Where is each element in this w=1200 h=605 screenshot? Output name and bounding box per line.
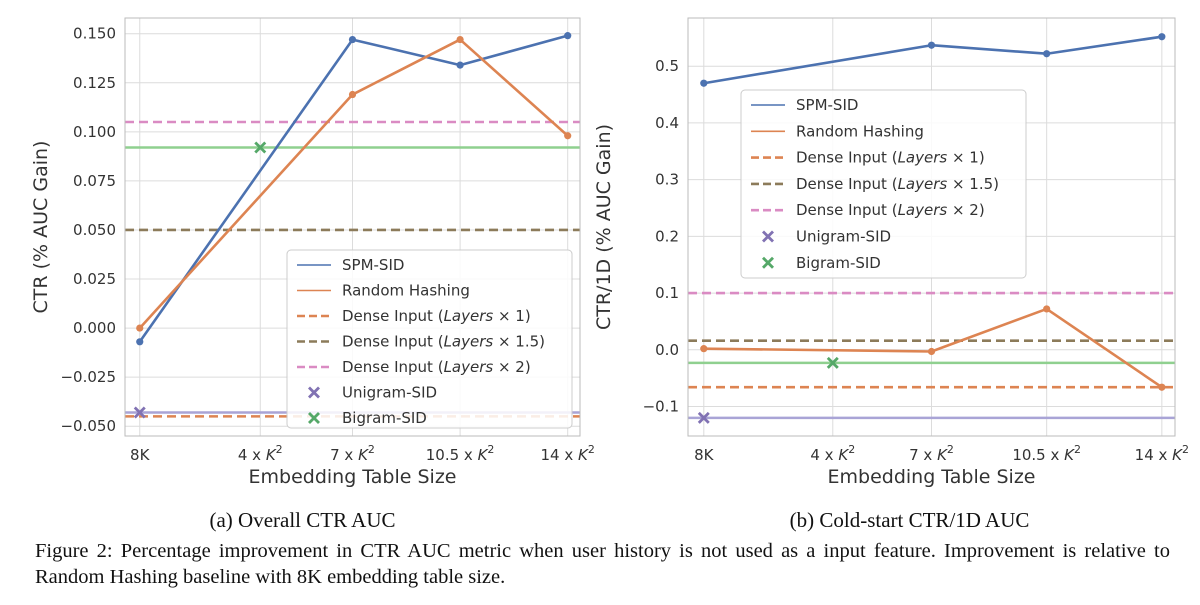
y-tick-label: 0.150 <box>73 25 116 43</box>
legend-swatch <box>762 230 774 243</box>
spm-point <box>456 61 464 69</box>
spm-point <box>136 338 144 346</box>
legend-label: Bigram-SID <box>796 254 881 272</box>
bigram-marker <box>826 356 839 369</box>
spm-point <box>348 35 357 44</box>
x-tick-label: 14 x K2 <box>541 443 595 464</box>
y-tick-label: 0.100 <box>73 123 116 141</box>
plot-frame <box>687 17 1176 437</box>
plot-frame <box>124 17 581 437</box>
unigram-marker <box>133 406 146 419</box>
spm-series-line <box>703 35 1163 85</box>
chart-panel-1: 0.150 0.125 0.100 0.075 0.050 0.025 0.000 −0.02… <box>30 17 595 532</box>
y-tick-label: 0.025 <box>73 270 116 288</box>
x-tick-label: 4 x K2 <box>238 443 283 464</box>
y-tick-label: 0.0 <box>655 341 679 359</box>
y-axis-label: CTR/1D (% AUC Gain) <box>593 124 615 330</box>
y-axis-label: CTR (% AUC Gain) <box>30 141 52 314</box>
x-axis-label: Embedding Table Size <box>828 466 1036 488</box>
spm-point <box>564 32 572 40</box>
subfigure-caption: (b) Cold-start CTR/1D AUC <box>790 508 1030 532</box>
legend-label: Random Hashing <box>796 122 924 140</box>
legend-swatch <box>308 412 320 424</box>
y-tick-label: −0.025 <box>60 368 116 386</box>
figure-caption: Figure 2: Percentage improvement in CTR … <box>35 540 1170 588</box>
spm-point <box>927 41 936 49</box>
legend-label: Bigram-SID <box>342 409 427 427</box>
random-point <box>564 132 572 140</box>
random-point <box>1158 383 1166 391</box>
random-point <box>700 345 708 353</box>
random-series-line <box>138 38 569 329</box>
y-tick-label: −0.1 <box>643 398 679 416</box>
x-tick-label: 10.5 x K2 <box>426 443 495 464</box>
x-tick-label: 10.5 x K2 <box>1012 443 1081 464</box>
subfigure-caption: (a) Overall CTR AUC <box>209 508 395 532</box>
legend-swatch <box>762 256 774 269</box>
random-point <box>927 347 936 356</box>
legend-label: Random Hashing <box>342 282 470 300</box>
random-point <box>456 35 464 44</box>
spm-series-line <box>138 34 569 343</box>
legend: SPM-SID Random Hashing Dense Input (Layers… <box>286 249 573 429</box>
legend-label: Dense Input (Layers × 1) <box>342 307 531 325</box>
random-point <box>1043 305 1051 313</box>
legend-label: SPM-SID <box>796 96 858 114</box>
legend-box <box>286 249 573 429</box>
y-tick-label: 0.3 <box>655 171 679 189</box>
legend-label: SPM-SID <box>342 256 404 274</box>
legend-label: Dense Input (Layers × 2) <box>342 358 531 376</box>
y-tick-label: 0.1 <box>655 284 679 302</box>
plot-area <box>688 33 1175 420</box>
legend-label: Dense Input (Layers × 1.5) <box>342 333 545 351</box>
x-tick-label: 8K <box>694 446 715 464</box>
random-point <box>348 90 357 99</box>
chart-panel-2: 0.5 0.4 0.3 0.2 0.1 0.0 −0.1 8K 4 x K2 7 x K2 10.5… <box>593 17 1189 532</box>
bigram-marker <box>254 141 267 154</box>
y-tick-label: 0.2 <box>655 227 679 245</box>
y-tick-label: 0.075 <box>73 172 116 190</box>
y-tick-label: 0.5 <box>655 57 679 75</box>
legend: SPM-SID Random Hashing Dense Input (Layers… <box>740 89 1027 279</box>
spm-point <box>1043 50 1051 58</box>
legend-label: Unigram-SID <box>796 228 891 246</box>
unigram-marker <box>697 411 710 424</box>
spm-point <box>1158 33 1166 41</box>
legend-label: Dense Input (Layers × 1) <box>796 149 985 167</box>
figure: 0.150 0.125 0.100 0.075 0.050 0.025 0.000 −0.02… <box>30 17 1189 532</box>
legend-label: Dense Input (Layers × 2) <box>796 201 985 219</box>
y-tick-label: −0.050 <box>60 417 116 435</box>
y-tick-label: 0.4 <box>655 114 679 132</box>
x-tick-label: 14 x K2 <box>1135 443 1189 464</box>
legend-box <box>740 89 1027 279</box>
x-tick-label: 7 x K2 <box>330 443 375 464</box>
random-point <box>136 324 144 332</box>
x-tick-label: 7 x K2 <box>909 443 954 464</box>
y-tick-label: 0.125 <box>73 74 116 92</box>
x-tick-label: 4 x K2 <box>810 443 855 464</box>
y-tick-label: 0.050 <box>73 221 116 239</box>
x-tick-label: 8K <box>130 446 151 464</box>
spm-point <box>700 79 708 87</box>
y-tick-label: 0.000 <box>73 319 116 337</box>
random-series-line <box>703 307 1163 389</box>
legend-label: Dense Input (Layers × 1.5) <box>796 175 999 193</box>
x-axis-label: Embedding Table Size <box>249 466 457 488</box>
legend-swatch <box>308 386 320 399</box>
legend-label: Unigram-SID <box>342 384 437 402</box>
